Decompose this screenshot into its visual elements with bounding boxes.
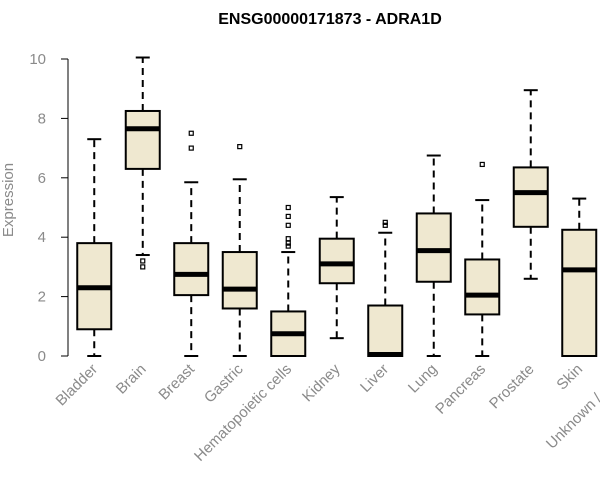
y-axis-label: Expression (0, 163, 17, 237)
outlier-point (285, 243, 291, 249)
box (173, 242, 210, 297)
box-group-brain (124, 56, 161, 270)
boxes-group (76, 56, 598, 358)
x-tick-label: Skin (553, 361, 586, 394)
box (512, 166, 549, 228)
x-tick-label: Pancreas (432, 361, 489, 418)
x-tick-label: Breast (155, 360, 198, 403)
outlier-point (479, 161, 485, 168)
outlier-point (382, 219, 388, 225)
x-tick-label: Hematopoietic cells (191, 361, 295, 465)
y-tick-label: 0 (38, 348, 46, 365)
outlier-point (188, 145, 194, 151)
x-tick-label: Gastric (201, 360, 247, 406)
chart-title: ENSG00000171873 - ADRA1D (218, 11, 442, 28)
x-tick-label: Kidney (299, 360, 344, 405)
outlier-point (188, 130, 194, 136)
box-group-lung (415, 154, 452, 357)
y-tick-label: 6 (38, 170, 46, 187)
outlier-point (285, 213, 291, 220)
box-group-prostate (512, 89, 549, 280)
outlier-point (285, 240, 291, 246)
y-tick-label: 10 (29, 51, 46, 68)
box-group-gastric (221, 144, 258, 357)
x-tick-label: Bladder (52, 361, 101, 410)
box-group-bladder (76, 138, 113, 357)
outlier-point (285, 222, 291, 228)
x-tick-label: Liver (357, 361, 392, 396)
box (124, 109, 161, 170)
outlier-point (382, 222, 388, 228)
x-tick-label: Prostate (486, 361, 538, 413)
box (367, 304, 404, 358)
y-tick-label: 2 (38, 289, 46, 306)
box-group-pancreas (464, 161, 501, 357)
box-group-hematopoietic-cells (270, 204, 307, 358)
box (415, 212, 452, 283)
box (318, 237, 355, 285)
box-group-breast (173, 130, 210, 357)
y-tick-label: 4 (38, 229, 46, 246)
outlier-point (285, 236, 291, 242)
outlier-point (237, 144, 243, 150)
x-tick-label: Lung (405, 361, 441, 397)
box-group-skin (561, 197, 598, 357)
outlier-point (140, 258, 146, 264)
box (561, 228, 598, 357)
x-tick-label: Brain (113, 361, 150, 398)
y-tick-label: 8 (38, 110, 46, 127)
y-axis: 0 2 4 6 8 10 (29, 51, 69, 365)
box (221, 251, 258, 310)
box-group-liver (367, 219, 404, 358)
outlier-point (140, 264, 146, 270)
box (464, 258, 501, 316)
box-group-kidney (318, 196, 355, 340)
outlier-point (285, 204, 291, 211)
